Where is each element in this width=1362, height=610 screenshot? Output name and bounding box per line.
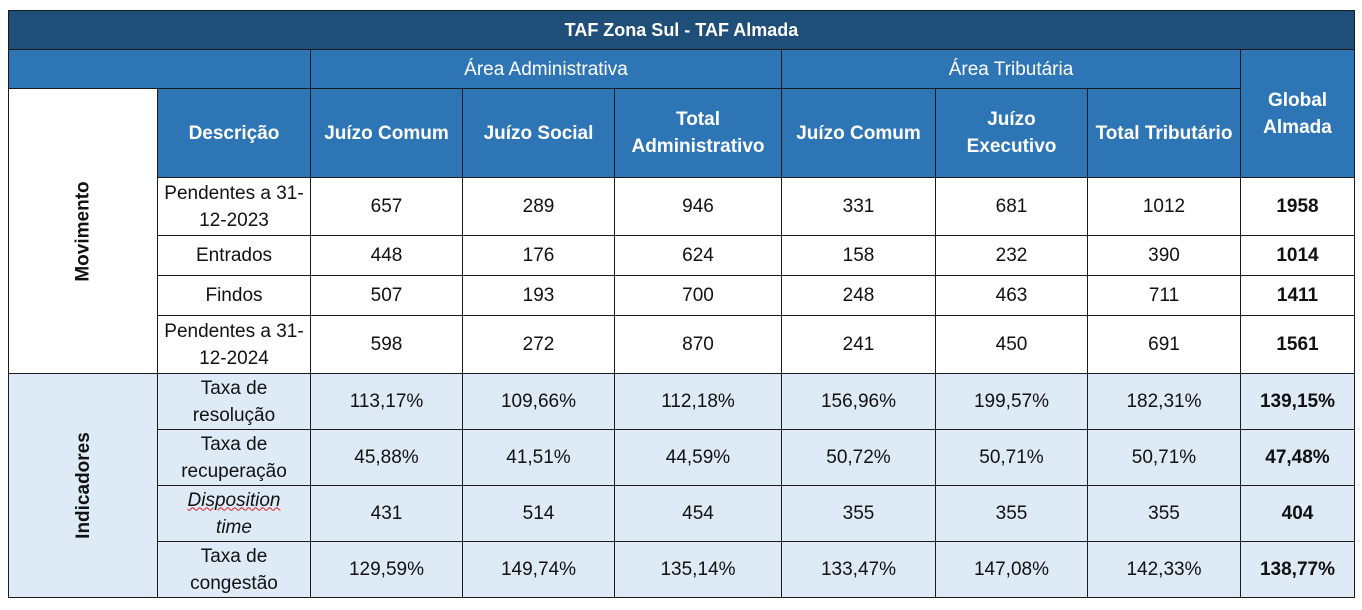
report-table-container: TAF Zona Sul - TAF Almada Área Administr… bbox=[8, 10, 1355, 598]
cell-value: 454 bbox=[614, 485, 782, 542]
cell-value: 711 bbox=[1087, 275, 1241, 316]
cell-value: 241 bbox=[781, 315, 936, 374]
table-row: Entrados 448 176 624 158 232 390 1014 bbox=[9, 235, 1355, 276]
table-row: Pendentes a 31-12-2023 657 289 946 331 6… bbox=[9, 177, 1355, 236]
group-indicadores-label: Indicadores bbox=[72, 432, 94, 539]
cell-value: 700 bbox=[614, 275, 782, 316]
cell-value: 199,57% bbox=[935, 373, 1088, 430]
header-adm-juizo-comum: Juízo Comum bbox=[310, 88, 463, 178]
cell-global: 1014 bbox=[1240, 235, 1355, 276]
cell-value: 109,66% bbox=[462, 373, 615, 430]
cell-value: 624 bbox=[614, 235, 782, 276]
cell-global: 1561 bbox=[1240, 315, 1355, 374]
cell-value: 598 bbox=[310, 315, 463, 374]
row-label: Taxa de congestão bbox=[157, 541, 311, 598]
header-global-almada: Global Almada bbox=[1240, 49, 1355, 178]
row-label: Pendentes a 31-12-2023 bbox=[157, 177, 311, 236]
cell-value: 450 bbox=[935, 315, 1088, 374]
cell-value: 232 bbox=[935, 235, 1088, 276]
cell-value: 133,47% bbox=[781, 541, 936, 598]
cell-value: 129,59% bbox=[310, 541, 463, 598]
cell-value: 248 bbox=[781, 275, 936, 316]
cell-value: 463 bbox=[935, 275, 1088, 316]
cell-value: 142,33% bbox=[1087, 541, 1241, 598]
cell-value: 657 bbox=[310, 177, 463, 236]
cell-global: 139,15% bbox=[1240, 373, 1355, 430]
row-label-part: Disposition bbox=[187, 489, 281, 511]
cell-value: 691 bbox=[1087, 315, 1241, 374]
cell-value: 149,74% bbox=[462, 541, 615, 598]
header-total-administrativo: Total Administrativo bbox=[614, 88, 782, 178]
cell-value: 289 bbox=[462, 177, 615, 236]
section-administrativa: Área Administrativa bbox=[310, 49, 782, 89]
cell-value: 113,17% bbox=[310, 373, 463, 430]
header-trib-juizo-comum: Juízo Comum bbox=[781, 88, 936, 178]
cell-value: 355 bbox=[935, 485, 1088, 542]
cell-value: 355 bbox=[1087, 485, 1241, 542]
cell-value: 331 bbox=[781, 177, 936, 236]
cell-global: 404 bbox=[1240, 485, 1355, 542]
table-row: Findos 507 193 700 248 463 711 1411 bbox=[9, 275, 1355, 316]
cell-value: 50,72% bbox=[781, 429, 936, 486]
cell-value: 45,88% bbox=[310, 429, 463, 486]
row-label: Entrados bbox=[157, 235, 311, 276]
row-label: Pendentes a 31-12-2024 bbox=[157, 315, 311, 374]
cell-value: 681 bbox=[935, 177, 1088, 236]
cell-value: 135,14% bbox=[614, 541, 782, 598]
header-adm-juizo-social: Juízo Social bbox=[462, 88, 615, 178]
cell-global: 1411 bbox=[1240, 275, 1355, 316]
table-title: TAF Zona Sul - TAF Almada bbox=[8, 10, 1355, 50]
header-trib-juizo-executivo: Juízo Executivo bbox=[935, 88, 1088, 178]
row-label-part: time bbox=[216, 516, 252, 538]
cell-value: 1012 bbox=[1087, 177, 1241, 236]
header-blank-cell bbox=[8, 49, 311, 89]
cell-global: 47,48% bbox=[1240, 429, 1355, 486]
group-movimento: Movimento bbox=[8, 88, 158, 374]
cell-value: 147,08% bbox=[935, 541, 1088, 598]
cell-value: 158 bbox=[781, 235, 936, 276]
cell-value: 176 bbox=[462, 235, 615, 276]
row-label: Findos bbox=[157, 275, 311, 316]
section-tributaria: Área Tributária bbox=[781, 49, 1241, 89]
row-label: Taxa de resolução bbox=[157, 373, 311, 430]
cell-value: 946 bbox=[614, 177, 782, 236]
row-label: Taxa de recuperação bbox=[157, 429, 311, 486]
cell-value: 44,59% bbox=[614, 429, 782, 486]
cell-global: 1958 bbox=[1240, 177, 1355, 236]
cell-value: 50,71% bbox=[1087, 429, 1241, 486]
table-row: Pendentes a 31-12-2024 598 272 870 241 4… bbox=[9, 315, 1355, 374]
header-total-tributario: Total Tributário bbox=[1087, 88, 1241, 178]
table-row: Indicadores Taxa de resolução 113,17% 10… bbox=[8, 373, 1355, 598]
cell-global: 138,77% bbox=[1240, 541, 1355, 598]
cell-value: 156,96% bbox=[781, 373, 936, 430]
table-row: Disposition time 431 514 454 355 355 355 … bbox=[9, 485, 1355, 542]
cell-value: 50,71% bbox=[935, 429, 1088, 486]
group-movimento-label: Movimento bbox=[72, 180, 94, 282]
cell-value: 112,18% bbox=[614, 373, 782, 430]
group-indicadores: Indicadores bbox=[8, 373, 158, 598]
table-row: Taxa de recuperação 45,88% 41,51% 44,59%… bbox=[9, 429, 1355, 486]
cell-value: 507 bbox=[310, 275, 463, 316]
cell-value: 870 bbox=[614, 315, 782, 374]
cell-value: 272 bbox=[462, 315, 615, 374]
cell-value: 448 bbox=[310, 235, 463, 276]
cell-value: 193 bbox=[462, 275, 615, 316]
statistics-table: TAF Zona Sul - TAF Almada Área Administr… bbox=[8, 10, 1355, 598]
cell-value: 431 bbox=[310, 485, 463, 542]
header-descricao: Descrição bbox=[157, 88, 311, 178]
cell-value: 182,31% bbox=[1087, 373, 1241, 430]
cell-value: 355 bbox=[781, 485, 936, 542]
cell-value: 41,51% bbox=[462, 429, 615, 486]
row-label: Disposition time bbox=[157, 485, 311, 542]
cell-value: 514 bbox=[462, 485, 615, 542]
table-row: Taxa de congestão 129,59% 149,74% 135,14… bbox=[9, 541, 1355, 598]
cell-value: 390 bbox=[1087, 235, 1241, 276]
